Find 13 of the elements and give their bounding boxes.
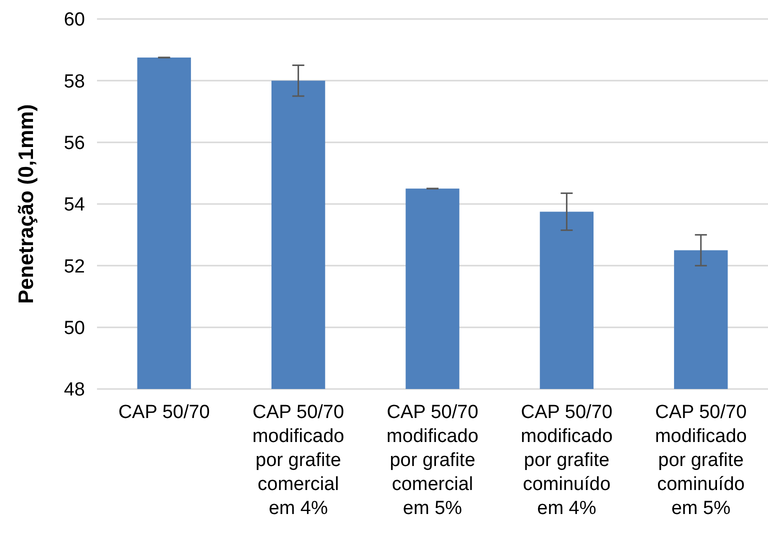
y-tick-label: 50 (64, 318, 85, 339)
x-tick-label: CAP 50/70 modificado por grafite comercial em 4% (252, 402, 344, 519)
x-tick-label: CAP 50/70 modificado por grafite cominuído em 5% (654, 402, 747, 519)
y-tick-label: 48 (64, 380, 85, 401)
x-tick-label: CAP 50/70 (118, 402, 210, 423)
y-tick-label: 58 (64, 71, 85, 92)
x-tick-label: CAP 50/70 modificado por grafite comercial em 5% (386, 402, 478, 519)
x-tick-label: CAP 50/70 modificado por grafite cominuído em 4% (520, 402, 613, 519)
y-tick-label: 60 (64, 10, 85, 31)
y-tick-label: 52 (64, 256, 85, 278)
y-axis-title: Penetração (0,1mm) (15, 104, 38, 304)
y-tick-label: 56 (64, 132, 85, 154)
y-tick-label: 54 (64, 194, 86, 216)
